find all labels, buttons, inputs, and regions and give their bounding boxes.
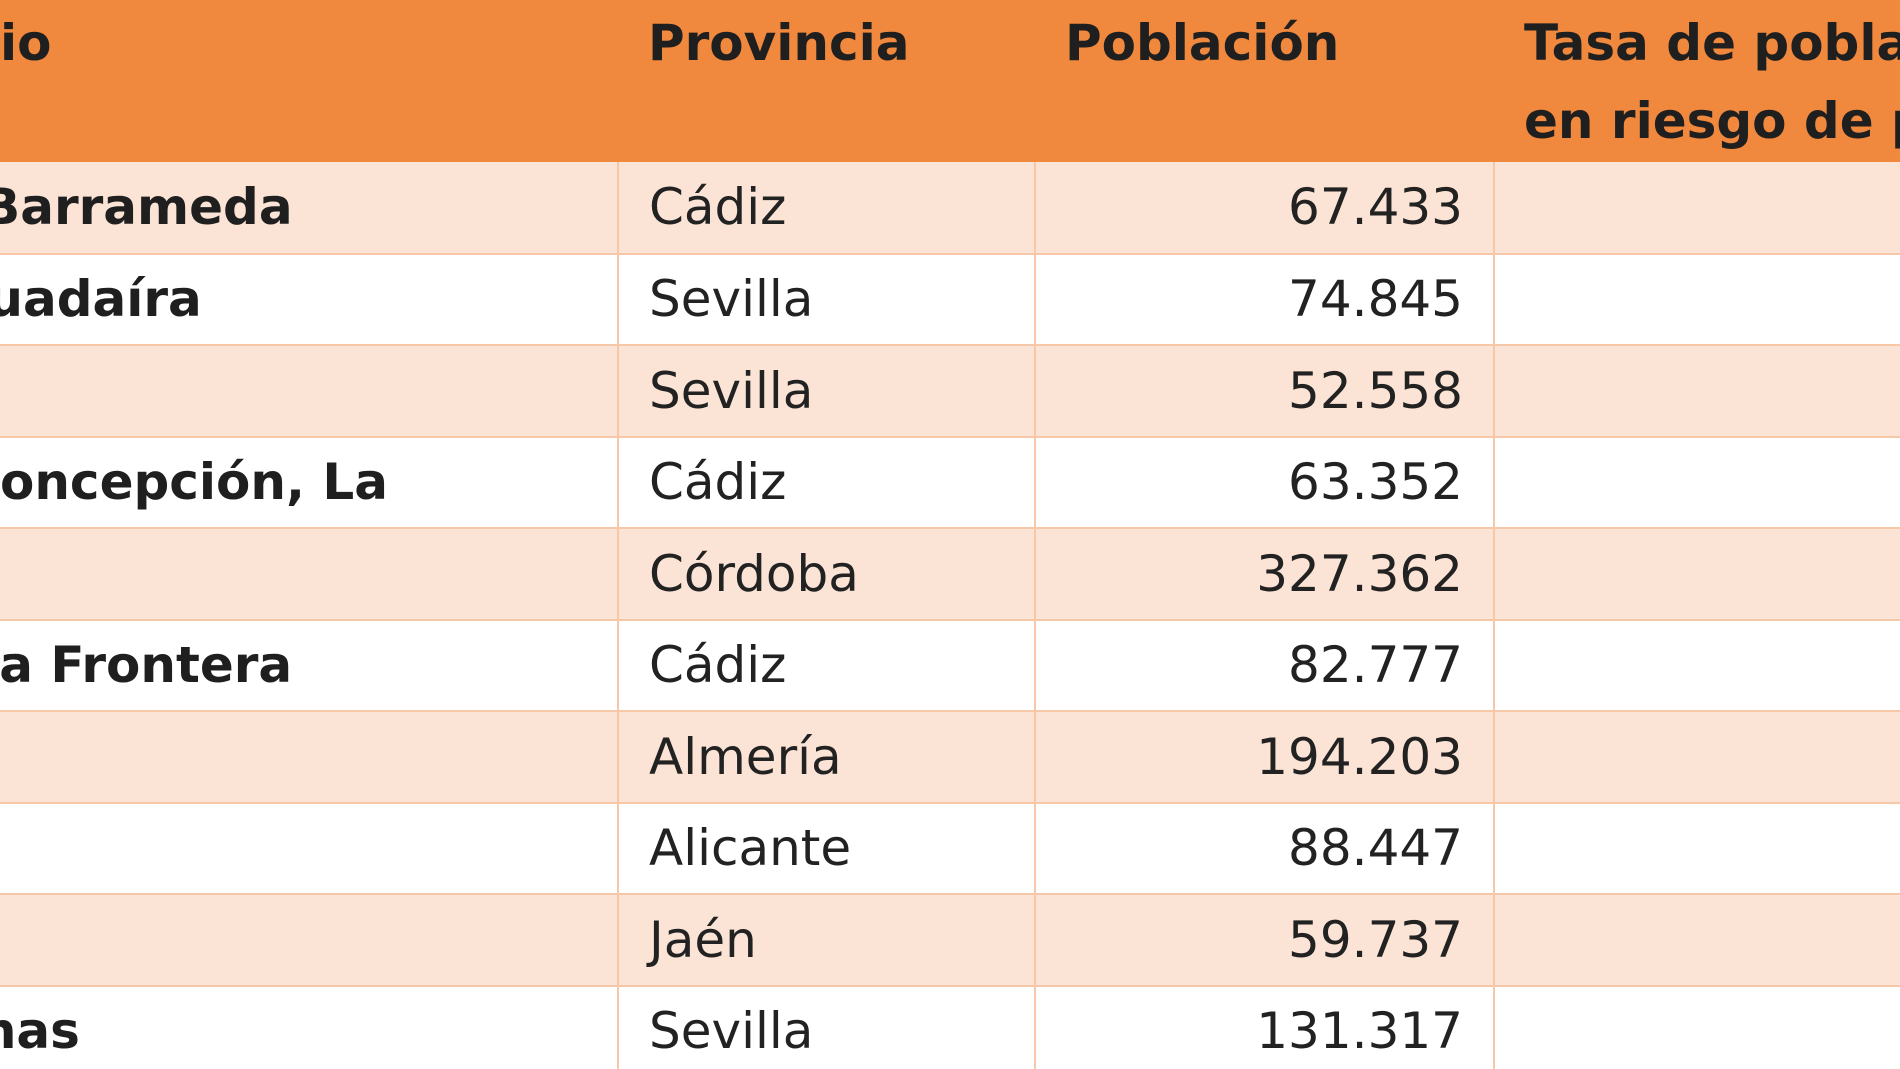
cell-poblacion: 59.737 [1035, 894, 1495, 987]
cell-tasa [1494, 528, 1900, 621]
cell-provincia: Sevilla [618, 985, 1036, 1069]
cell-poblacion: 82.777 [1035, 619, 1495, 712]
cell-municipio [0, 345, 619, 438]
table-row: Sevilla 52.558 [0, 345, 1900, 438]
cell-poblacion: 67.433 [1035, 162, 1495, 255]
header-tasa: Tasa de pobla en riesgo de p [1494, 0, 1900, 162]
cell-provincia: Cádiz [618, 162, 1036, 255]
cell-provincia: Sevilla [618, 253, 1036, 346]
cell-municipio: manas [0, 985, 619, 1069]
cell-provincia: Cádiz [618, 436, 1036, 529]
cell-poblacion: 74.845 [1035, 253, 1495, 346]
cell-tasa [1494, 985, 1900, 1069]
table-row: ja Alicante 88.447 [0, 802, 1900, 895]
table-header: io Provincia Población Tasa de pobla en … [0, 0, 1900, 162]
table-row: la Concepción, La Cádiz 63.352 [0, 436, 1900, 529]
header-poblacion: Población [1035, 0, 1494, 162]
cell-municipio [0, 528, 619, 621]
cell-municipio: de Barrameda [0, 162, 619, 255]
cell-tasa [1494, 253, 1900, 346]
cell-poblacion: 63.352 [1035, 436, 1495, 529]
cell-poblacion: 88.447 [1035, 802, 1495, 895]
cell-municipio: ja [0, 802, 619, 895]
cell-poblacion: 52.558 [1035, 345, 1495, 438]
cell-municipio: la Concepción, La [0, 436, 619, 529]
cell-tasa [1494, 162, 1900, 255]
header-municipio: io [0, 0, 618, 162]
header-tasa-line-2: en riesgo de p [1524, 92, 1900, 150]
table-row: de la Frontera Cádiz 82.777 [0, 619, 1900, 712]
cell-provincia: Cádiz [618, 619, 1036, 712]
cell-tasa [1494, 711, 1900, 804]
cell-provincia: Córdoba [618, 528, 1036, 621]
cell-municipio [0, 711, 619, 804]
table-row: Almería 194.203 [0, 711, 1900, 804]
cell-provincia: Alicante [618, 802, 1036, 895]
cell-tasa [1494, 894, 1900, 987]
cell-provincia: Jaén [618, 894, 1036, 987]
cell-provincia: Sevilla [618, 345, 1036, 438]
header-tasa-line-1: Tasa de pobla [1524, 14, 1900, 72]
table-row: de Barrameda Cádiz 67.433 [0, 162, 1900, 255]
table-row: manas Sevilla 131.317 [0, 985, 1900, 1069]
cell-tasa [1494, 802, 1900, 895]
cell-poblacion: 131.317 [1035, 985, 1495, 1069]
cell-municipio [0, 894, 619, 987]
cell-tasa [1494, 619, 1900, 712]
cell-tasa [1494, 345, 1900, 438]
cell-municipio: de la Frontera [0, 619, 619, 712]
cell-poblacion: 327.362 [1035, 528, 1495, 621]
cell-municipio: e Guadaíra [0, 253, 619, 346]
table-row: Córdoba 327.362 [0, 528, 1900, 621]
table-body: de Barrameda Cádiz 67.433 e Guadaíra Sev… [0, 162, 1900, 1069]
cell-tasa [1494, 436, 1900, 529]
table-row: e Guadaíra Sevilla 74.845 [0, 253, 1900, 346]
header-provincia: Provincia [618, 0, 1035, 162]
table-row: Jaén 59.737 [0, 894, 1900, 987]
cell-poblacion: 194.203 [1035, 711, 1495, 804]
header-row: io Provincia Población Tasa de pobla en … [0, 0, 1900, 162]
cell-provincia: Almería [618, 711, 1036, 804]
